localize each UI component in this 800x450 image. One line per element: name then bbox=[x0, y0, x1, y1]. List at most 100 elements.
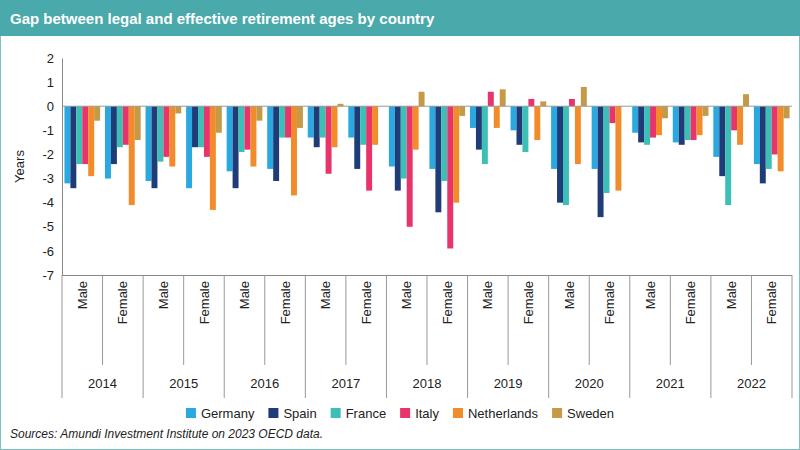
group-label: 2014 bbox=[88, 376, 117, 391]
bar bbox=[610, 106, 616, 123]
x-tick-label: Male bbox=[75, 281, 90, 309]
bar bbox=[169, 106, 175, 166]
x-tick: Male bbox=[561, 275, 576, 309]
bars bbox=[64, 87, 789, 249]
category-separator bbox=[386, 275, 387, 398]
bar bbox=[557, 106, 563, 202]
bar bbox=[592, 106, 598, 169]
category-separator bbox=[589, 275, 590, 365]
x-tick: Male bbox=[156, 275, 171, 309]
bar bbox=[500, 89, 506, 106]
y-tick: -6 bbox=[42, 244, 62, 259]
bar bbox=[598, 106, 604, 217]
category-separator bbox=[62, 275, 63, 398]
group-label: 2021 bbox=[656, 376, 685, 391]
x-tick-label: Male bbox=[156, 281, 171, 309]
x-tick-label: Male bbox=[724, 281, 739, 309]
bar bbox=[216, 106, 222, 133]
bar bbox=[76, 106, 82, 164]
header bbox=[0, 0, 800, 36]
separators bbox=[62, 275, 792, 398]
x-tick: Male bbox=[75, 275, 90, 309]
category-separator bbox=[710, 275, 711, 398]
bar bbox=[105, 106, 111, 178]
x-tick-label: Female bbox=[278, 281, 293, 324]
x-tick-label: Male bbox=[561, 281, 576, 309]
legend-swatch bbox=[552, 408, 562, 418]
bar bbox=[151, 106, 157, 188]
y-tick-label: 1 bbox=[47, 75, 54, 90]
bar bbox=[273, 106, 279, 181]
x-tick: Female bbox=[683, 275, 698, 324]
bar-series bbox=[94, 87, 789, 140]
y-tick: -7 bbox=[42, 268, 62, 283]
y-tick: 1 bbox=[47, 75, 62, 90]
legend-item: France bbox=[331, 406, 386, 421]
group-label: 2022 bbox=[737, 376, 766, 391]
bar bbox=[575, 106, 581, 164]
bar bbox=[516, 106, 522, 145]
x-tick-label: Female bbox=[359, 281, 374, 324]
bar bbox=[540, 101, 546, 106]
title: Gap between legal and effective retireme… bbox=[10, 10, 435, 27]
category-separator bbox=[183, 275, 184, 365]
bar bbox=[250, 106, 256, 166]
legend-item: Netherlands bbox=[453, 406, 539, 421]
bar bbox=[314, 106, 320, 147]
x-tick: Male bbox=[724, 275, 739, 309]
bar bbox=[135, 106, 141, 140]
bar bbox=[754, 106, 760, 164]
zero-line bbox=[62, 106, 792, 107]
group-label: 2015 bbox=[169, 376, 198, 391]
x-tick: Female bbox=[359, 275, 374, 324]
legend-item: Sweden bbox=[552, 406, 614, 421]
bar bbox=[725, 106, 731, 205]
bar bbox=[198, 106, 204, 147]
bar bbox=[638, 106, 644, 142]
category-separator bbox=[751, 275, 752, 365]
legend-swatch bbox=[186, 408, 196, 418]
bar bbox=[326, 106, 332, 174]
y-tick: -4 bbox=[42, 195, 62, 210]
group-label: 2016 bbox=[250, 376, 279, 391]
bar bbox=[366, 106, 372, 190]
y-tick-label: -2 bbox=[42, 147, 54, 162]
category-separator bbox=[629, 275, 630, 398]
y-tick-label: -6 bbox=[42, 244, 54, 259]
bar bbox=[691, 106, 697, 140]
bar bbox=[632, 106, 638, 133]
bar bbox=[604, 106, 610, 193]
bar bbox=[297, 106, 303, 128]
x-tick: Female bbox=[115, 275, 130, 324]
category-separator bbox=[102, 275, 103, 365]
bar bbox=[88, 106, 94, 176]
x-tick: Female bbox=[602, 275, 617, 324]
x-tick-label: Male bbox=[399, 281, 414, 309]
y-tick-label: 2 bbox=[47, 51, 54, 66]
category-separator bbox=[467, 275, 468, 398]
bar bbox=[192, 106, 198, 147]
bar bbox=[731, 106, 737, 130]
bar bbox=[534, 106, 540, 140]
category-separator bbox=[792, 275, 793, 398]
bar bbox=[129, 106, 135, 205]
x-tick: Male bbox=[399, 275, 414, 309]
legend-item: Spain bbox=[268, 406, 316, 421]
x-tick: Male bbox=[480, 275, 495, 309]
x-tick: Female bbox=[764, 275, 779, 324]
x-tick-label: Male bbox=[237, 281, 252, 309]
y-tick-label: 0 bbox=[47, 99, 54, 114]
x-tick-label: Female bbox=[196, 281, 211, 324]
source: Sources: Amundi Investment Institute on … bbox=[10, 427, 323, 441]
bar bbox=[772, 106, 778, 154]
category-separator bbox=[305, 275, 306, 398]
bar bbox=[447, 106, 453, 248]
y-tick: 2 bbox=[47, 51, 62, 66]
legend-swatch bbox=[453, 408, 463, 418]
category-separator bbox=[345, 275, 346, 365]
bar bbox=[760, 106, 766, 183]
group-label: 2018 bbox=[413, 376, 442, 391]
frame bbox=[1, 1, 800, 450]
x-tick-label: Male bbox=[318, 281, 333, 309]
bar bbox=[64, 106, 70, 183]
